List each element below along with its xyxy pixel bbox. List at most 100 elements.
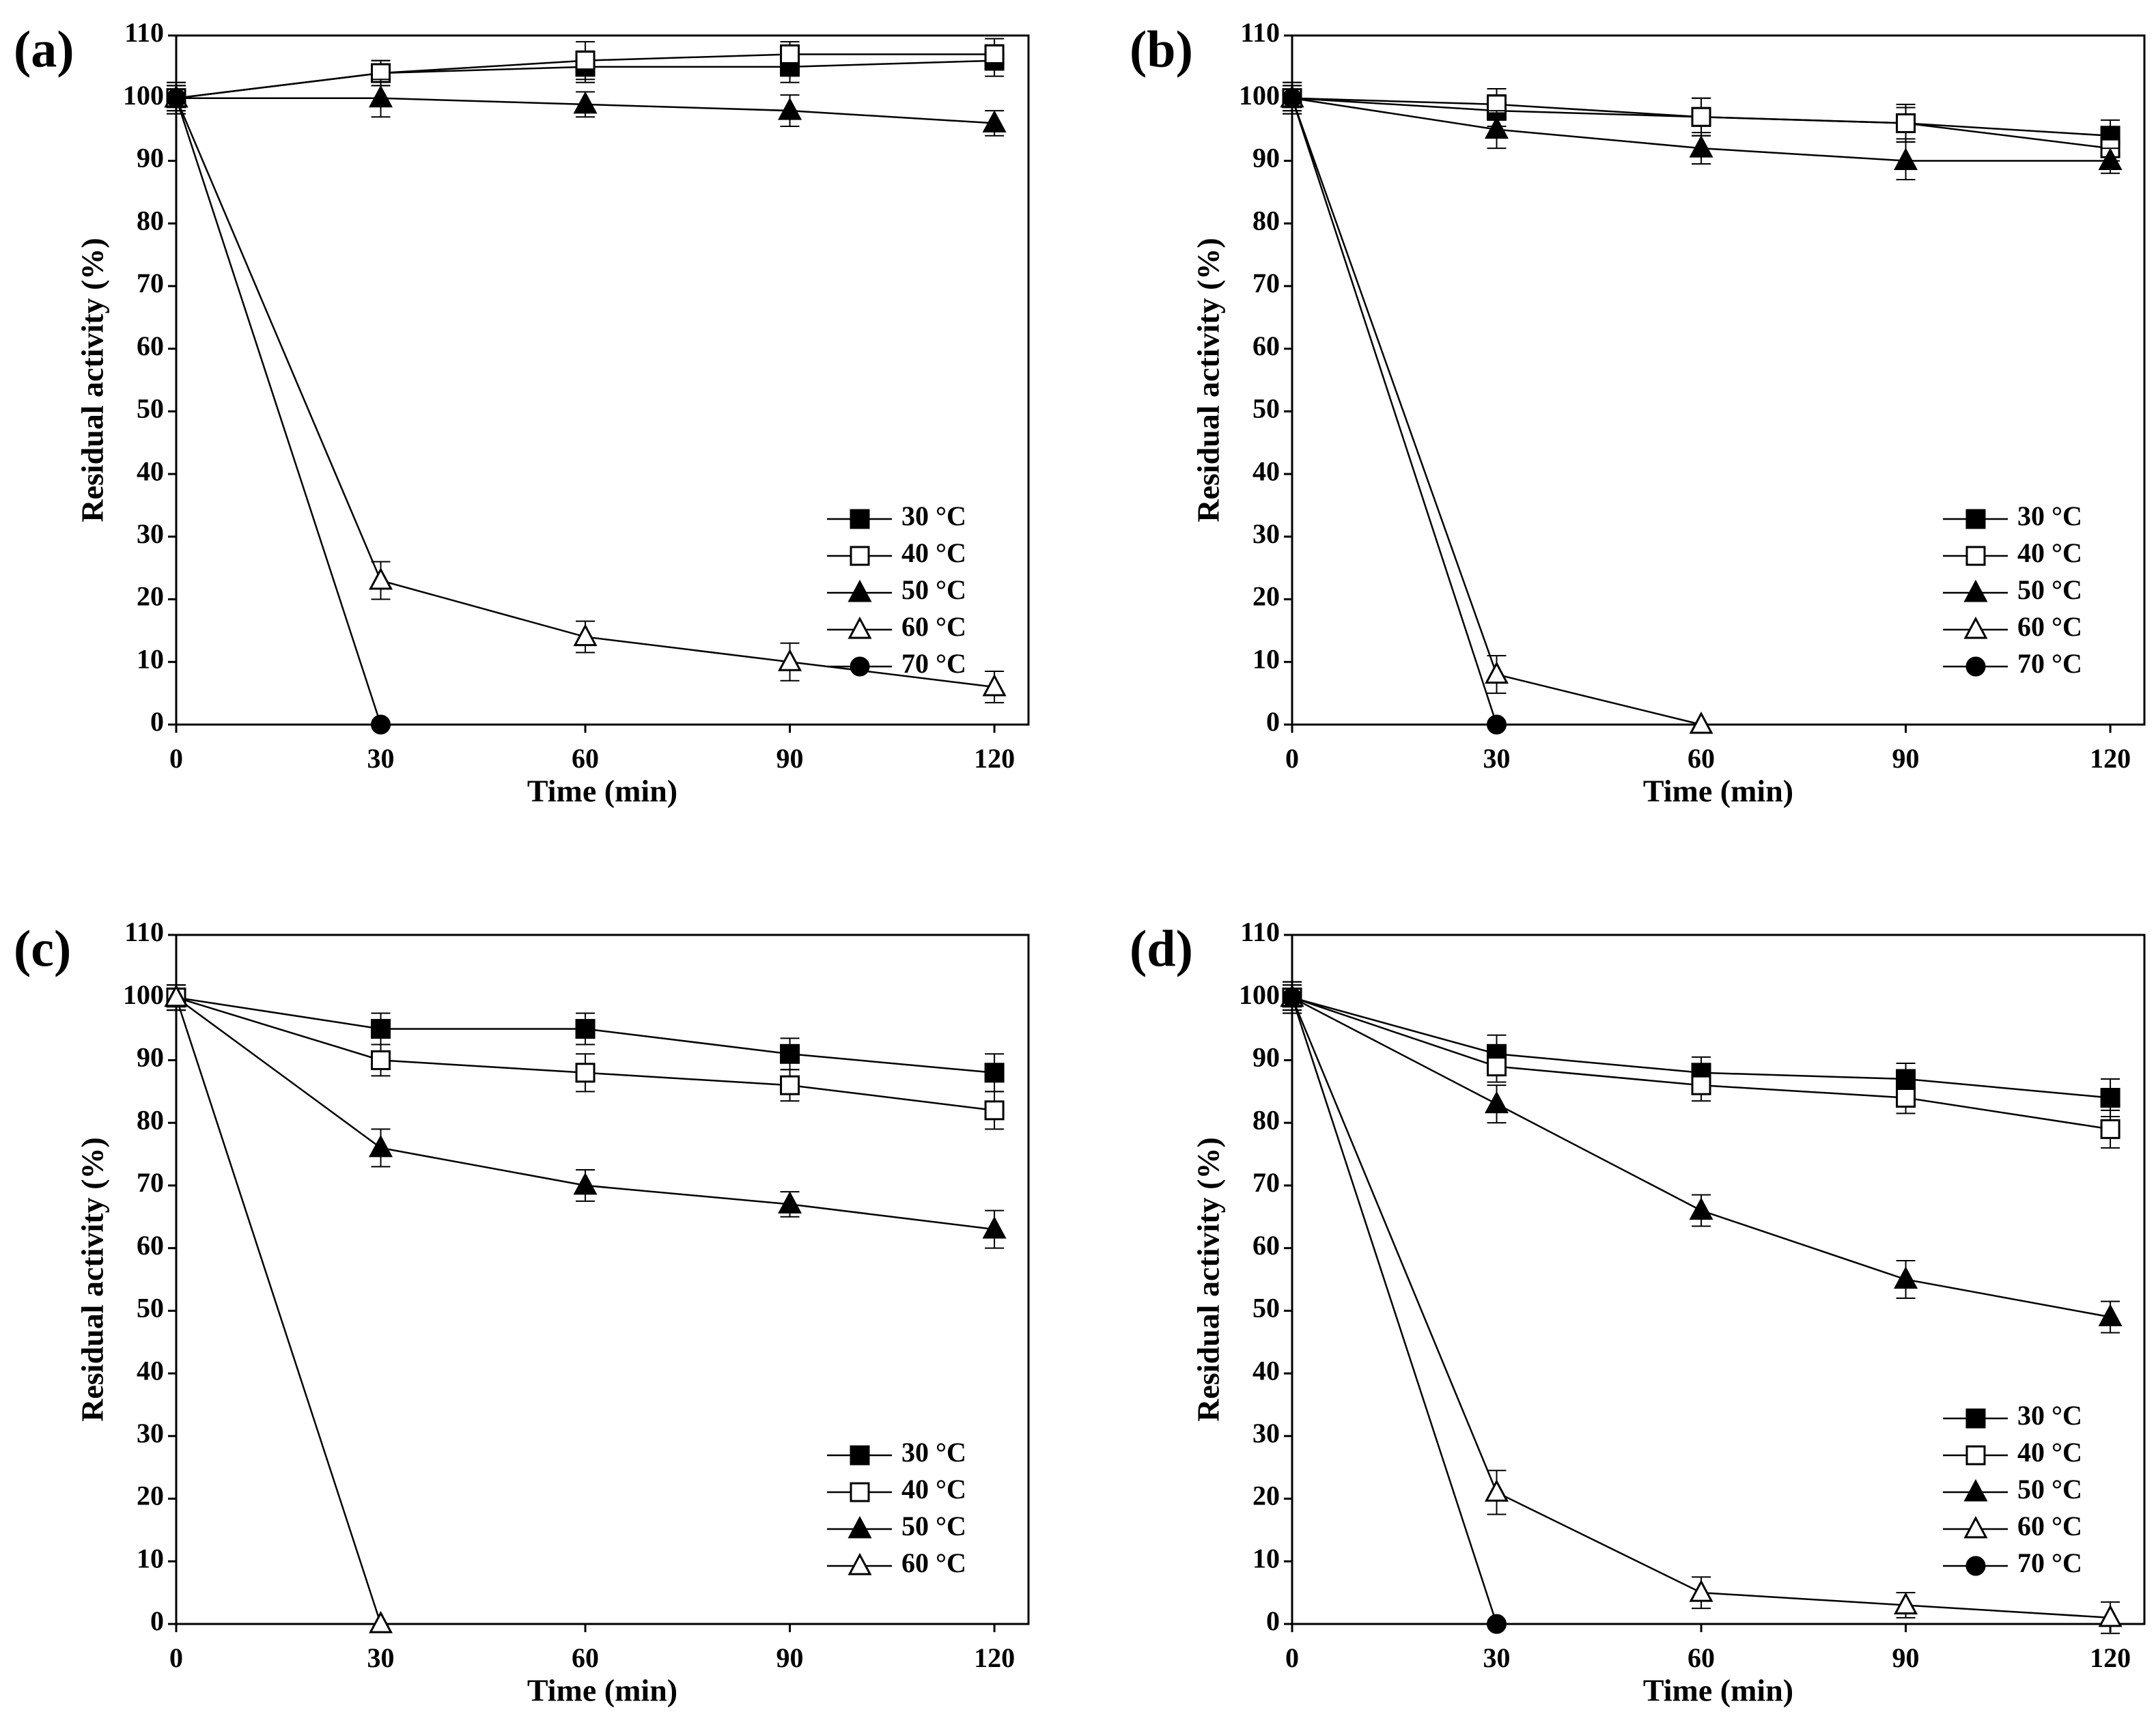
y-tick-label: 90 [137,143,164,173]
marker [1689,711,1713,734]
x-tick-label: 30 [1483,743,1511,774]
y-tick-label: 60 [1252,1230,1280,1261]
marker [1282,88,1302,109]
marker [1894,1266,1918,1289]
marker [369,85,393,108]
plot-frame [1291,934,2146,1625]
plot-frame [175,934,1030,1625]
y-tick-label: 70 [1252,268,1280,298]
legend-marker [1965,509,1986,529]
marker [984,44,1005,65]
legend-label: 30 °C [901,501,966,531]
y-tick-label: 70 [1252,1167,1280,1198]
marker [575,1019,596,1039]
legend-label: 30 °C [2017,501,2082,531]
legend-label: 60 °C [901,1547,966,1578]
marker [1896,113,1916,133]
marker [2098,1604,2123,1627]
marker [1487,1614,1507,1634]
marker [984,1100,1005,1121]
legend-marker [1965,546,1986,566]
legend-label: 50 °C [901,574,966,605]
y-tick-label: 20 [137,1481,164,1511]
legend-marker [1963,1515,1988,1539]
panel: 0 10 20 30 40 50 60 70 80 90 100 110 0 30 60 90 120 (a) Ti… [14,17,1030,809]
marker [369,1134,393,1158]
x-tick-label: 30 [367,743,395,774]
marker [1487,714,1507,735]
marker [982,1216,1007,1239]
plot-frame [1291,34,2146,726]
legend-label: 40 °C [901,537,966,568]
y-tick-label: 60 [137,1230,164,1261]
legend-label: 40 °C [2017,1437,2082,1468]
legend-label: 30 °C [2017,1400,2082,1431]
x-tick-label: 120 [974,1642,1015,1673]
legend-marker [850,656,870,677]
y-axis-label: Residual activity (%) [75,1137,110,1422]
y-axis-label: Residual activity (%) [1191,238,1226,522]
marker [780,1075,800,1095]
panel: 0 10 20 30 40 50 60 70 80 90 100 110 0 30 60 90 120 (c) Ti… [14,916,1030,1708]
x-tick-label: 0 [1285,743,1299,774]
y-tick-label: 110 [124,17,164,48]
plot-frame [175,34,1030,726]
marker [1485,1479,1509,1502]
x-tick-label: 30 [1483,1642,1511,1673]
marker [573,1172,598,1195]
y-tick-label: 110 [1240,17,1280,48]
marker [369,1610,393,1634]
y-tick-label: 60 [1252,331,1280,361]
legend-marker [1963,579,1988,602]
y-tick-label: 0 [150,706,164,737]
legend-marker [848,616,872,639]
x-axis-label: Time (min) [527,1673,677,1708]
marker [1894,1592,1918,1614]
marker [575,1063,596,1083]
y-tick-label: 80 [137,1104,164,1135]
panel: 0 10 20 30 40 50 60 70 80 90 100 110 0 30 60 90 120 (d) Ti… [1130,916,2146,1708]
legend-marker [848,579,872,602]
x-tick-label: 60 [572,1642,599,1673]
y-tick-label: 100 [123,979,164,1010]
marker [166,88,186,109]
marker [1485,661,1509,684]
y-tick-label: 30 [137,518,164,549]
marker [573,91,598,114]
y-tick-label: 0 [1266,706,1280,737]
y-tick-label: 50 [137,1293,164,1323]
y-tick-label: 80 [1252,205,1280,236]
marker [2100,1119,2120,1139]
y-tick-label: 10 [1252,643,1280,674]
y-tick-label: 100 [1239,80,1280,111]
marker [2098,148,2123,170]
marker [1896,1087,1916,1108]
marker [982,673,1007,697]
x-tick-label: 120 [2090,1642,2131,1673]
marker [1689,135,1713,158]
legend-label: 70 °C [2017,1547,2082,1578]
y-tick-label: 20 [137,581,164,612]
y-tick-label: 60 [137,331,164,361]
x-tick-label: 60 [572,743,599,774]
x-tick-label: 120 [974,743,1015,774]
marker [1282,987,1302,1008]
y-tick-label: 100 [1239,979,1280,1010]
y-axis-label: Residual activity (%) [75,238,110,522]
marker [778,649,802,671]
marker [1485,116,1509,139]
marker [778,1191,802,1214]
y-tick-label: 80 [1252,1104,1280,1135]
marker [1691,107,1711,127]
legend-marker [850,546,870,566]
x-tick-label: 120 [2090,743,2131,774]
legend-label: 50 °C [901,1511,966,1541]
y-tick-label: 40 [1252,1355,1280,1386]
legend-marker [850,1445,870,1466]
series-line [1291,98,1702,726]
y-tick-label: 90 [1252,143,1280,173]
marker [982,110,1007,132]
y-tick-label: 20 [1252,581,1280,612]
marker [984,1063,1005,1083]
y-tick-label: 30 [1252,518,1280,549]
